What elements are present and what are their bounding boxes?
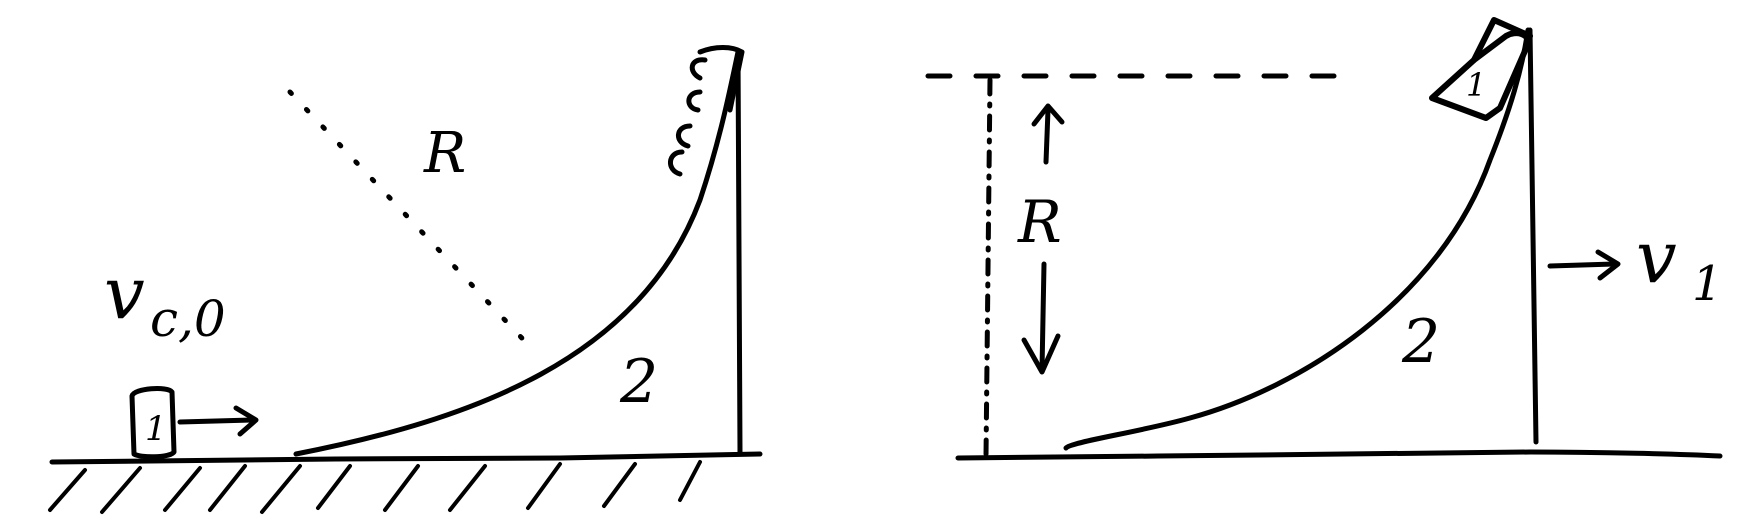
left-panel: 1 v c,0 R 2: [48, 45, 763, 514]
ramp-label-right: 2: [1401, 307, 1440, 377]
ground-line-right: [955, 449, 1723, 461]
ground-hatching: [48, 460, 702, 514]
block-1-label: 1: [145, 409, 167, 449]
radius-dotted-line: [287, 89, 538, 355]
height-arrow-down: [1021, 261, 1061, 375]
velocity-subscript-right: 1: [1692, 256, 1723, 312]
radius-label-left: R: [423, 121, 466, 186]
right-panel: R 1 2 v 1: [925, 17, 1723, 461]
velocity-label-right: v 1: [1636, 215, 1723, 312]
ground-line-left: [49, 451, 763, 465]
block-top-left: [668, 45, 745, 177]
ramp-back-right: [1527, 27, 1539, 445]
velocity-symbol-right: v: [1636, 215, 1677, 299]
velocity-label-left: v c,0: [104, 251, 226, 348]
height-label-right: R: [1017, 188, 1062, 256]
ramp-curve-right: [1063, 27, 1531, 451]
block-1-label-right: 1: [1466, 66, 1486, 104]
block-top-right: 1: [1429, 17, 1533, 121]
velocity-arrow-right: [1547, 249, 1621, 281]
velocity-subscript-left: c,0: [150, 290, 226, 348]
block-1-left: 1: [129, 386, 177, 460]
ramp-back-left: [735, 49, 743, 455]
velocity-arrow-left: [177, 405, 259, 437]
velocity-symbol-left: v: [104, 251, 145, 335]
ramp-label-left: 2: [619, 347, 658, 417]
vertical-dashed-line: [983, 77, 993, 459]
height-arrow-up: [1031, 103, 1065, 165]
ramp-curve-left: [293, 49, 741, 457]
